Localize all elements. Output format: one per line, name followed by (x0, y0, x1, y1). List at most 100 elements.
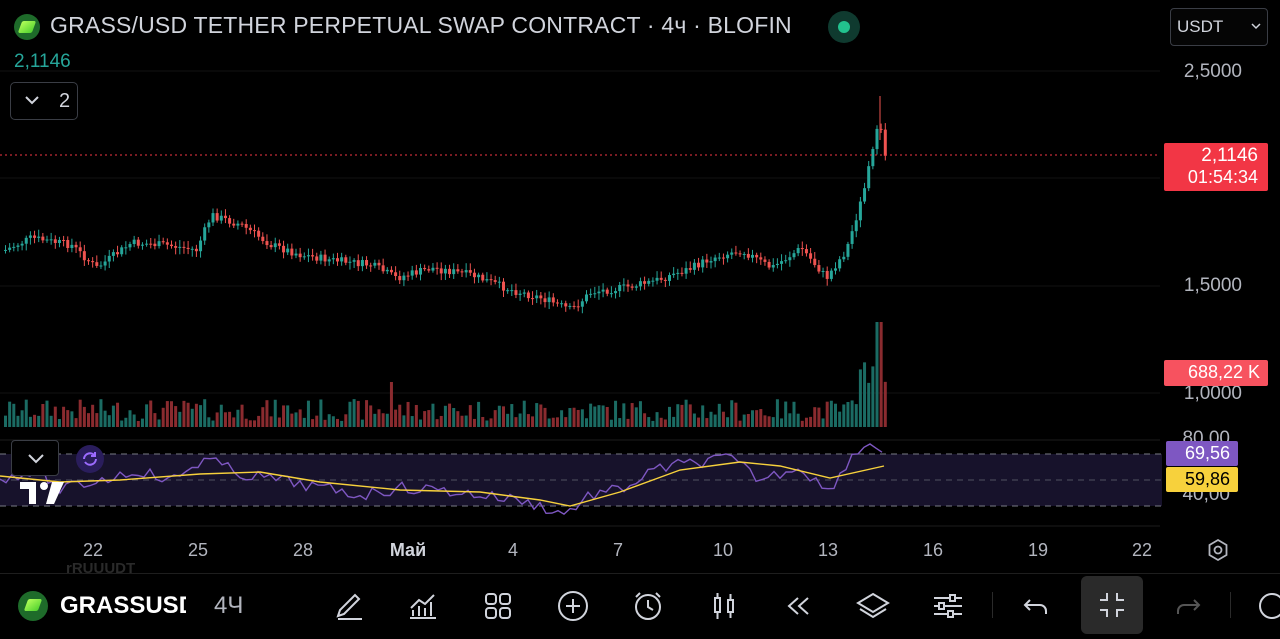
settings-button[interactable] (928, 586, 968, 626)
volume-bar (763, 415, 767, 427)
draw-button[interactable] (328, 586, 368, 626)
interval-button[interactable]: 4Ч (214, 592, 244, 619)
current-price: 2,1146 (1201, 145, 1258, 166)
volume-bar (116, 402, 120, 427)
volume-bar (630, 403, 634, 427)
volume-bar (576, 409, 580, 427)
candle-body (510, 290, 514, 292)
time-axis-label: 13 (817, 540, 839, 560)
volume-bar (70, 411, 74, 427)
volume-bar (609, 419, 613, 427)
volume-bar (726, 417, 730, 427)
volume-bar (863, 362, 867, 427)
volume-bar (215, 412, 219, 427)
candle-body (526, 292, 530, 299)
volume-bar (684, 399, 688, 427)
candle-body (45, 239, 49, 241)
volume-bar (688, 404, 692, 427)
volume-bar (850, 400, 854, 427)
volume-bar (697, 417, 701, 427)
candle-body (713, 257, 717, 262)
rsi-ma-value: 59,86 (1184, 469, 1230, 489)
volume-bar (655, 412, 659, 427)
volume-bar (394, 409, 398, 427)
candle-body (634, 286, 638, 288)
candle-body (344, 257, 348, 263)
volume-bar (543, 407, 547, 427)
candle-body (688, 268, 692, 270)
candle-body (389, 269, 393, 273)
candle-body (800, 248, 804, 250)
rsi-collapse-button[interactable] (11, 440, 59, 476)
chart-title[interactable]: GRASS/USD TETHER PERPETUAL SWAP CONTRACT… (50, 12, 792, 38)
candle-body (850, 231, 854, 244)
volume-bar (120, 420, 124, 427)
candle-body (804, 249, 808, 254)
toolbar-divider (1230, 592, 1231, 618)
volume-bar (331, 416, 335, 427)
volume-bar (734, 402, 738, 427)
last-price: 2,1146 (14, 51, 71, 72)
volume-bar (244, 418, 248, 427)
add-button[interactable] (553, 586, 593, 626)
volume-bar (87, 413, 90, 427)
rsi-band (0, 454, 1162, 506)
collapse-legend-button[interactable]: 2 (10, 82, 78, 120)
layers-button[interactable] (853, 586, 893, 626)
candle-body (223, 215, 227, 219)
volume-bar (443, 405, 447, 427)
chart-settings-button[interactable] (1206, 538, 1230, 562)
volume-bar (647, 417, 651, 427)
volume-bar (460, 415, 464, 427)
candle-body (348, 261, 352, 263)
clock-button[interactable] (1252, 586, 1280, 626)
candle-body (398, 276, 402, 281)
candle-body (709, 261, 713, 263)
undo-button[interactable] (1016, 586, 1056, 626)
currency-select[interactable]: USDT (1170, 8, 1268, 46)
time-axis-label: 22 (1131, 540, 1153, 560)
volume-bar (427, 410, 431, 427)
volume-bar (145, 404, 149, 427)
volume-bar (157, 419, 161, 427)
candle-body (257, 230, 261, 237)
volume-bar (107, 415, 111, 427)
candle-body (448, 268, 452, 275)
volume-bar (82, 406, 86, 427)
volume-bar (659, 417, 663, 427)
candle-body (107, 255, 111, 262)
indicators-button[interactable] (402, 586, 442, 626)
candle-body (431, 267, 435, 271)
redo-button[interactable] (1168, 586, 1208, 626)
volume-bar (99, 399, 103, 427)
candle-body (232, 223, 236, 226)
volume-bar (124, 417, 128, 427)
candle-body (697, 262, 701, 268)
candle-body (601, 289, 605, 292)
candle-body (663, 279, 667, 281)
time-axis-label: Май (389, 540, 427, 560)
time-axis-label: 16 (922, 540, 944, 560)
fullscreen-exit-button[interactable] (1081, 576, 1143, 634)
replay-button[interactable] (778, 586, 818, 626)
volume-bar (680, 404, 684, 427)
candle-body (564, 303, 568, 307)
candle-body (730, 252, 734, 255)
candle-body (668, 275, 671, 281)
candle-body (228, 218, 232, 224)
volume-bar (614, 400, 618, 427)
volume-bar (389, 382, 393, 427)
volume-bar (709, 411, 713, 427)
volume-bar (319, 399, 323, 427)
candle-body (248, 227, 252, 231)
volume-bar (829, 400, 833, 427)
alert-button[interactable] (628, 586, 668, 626)
layout-button[interactable] (478, 586, 518, 626)
volume-bar (269, 416, 273, 427)
volume-bar (493, 410, 497, 427)
chart-type-button[interactable] (704, 586, 744, 626)
symbol-button[interactable]: GRASSUSDT (60, 592, 186, 619)
market-status-icon[interactable] (828, 11, 860, 43)
refresh-icon[interactable] (76, 445, 104, 473)
